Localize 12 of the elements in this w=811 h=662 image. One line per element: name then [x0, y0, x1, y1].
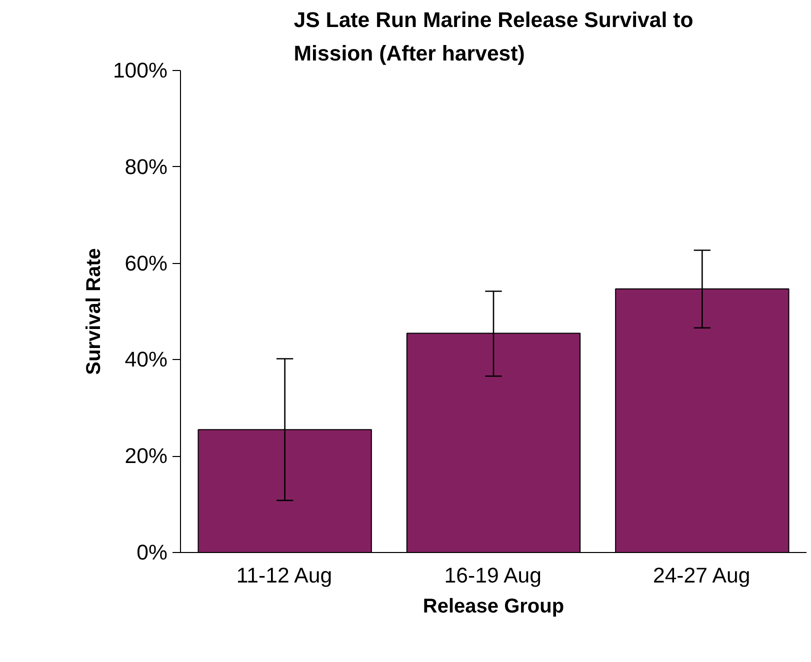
y-tick-label: 100%	[112, 58, 168, 82]
y-tick-label: 0%	[136, 540, 168, 564]
x-tick-label: 24-27 Aug	[652, 564, 750, 588]
y-tick-label: 80%	[124, 154, 168, 179]
y-tick-label: 20%	[124, 444, 168, 468]
x-tick-label: 11-12 Aug	[236, 564, 332, 588]
x-tick-label: 16-19 Aug	[444, 564, 542, 588]
y-axis-title: Survival Rate	[82, 248, 105, 375]
x-axis-title: Release Group	[422, 596, 564, 618]
y-tick-label: 60%	[124, 251, 168, 276]
y-tick-label: 40%	[124, 348, 168, 372]
chart-title: JS Late Run Marine Release Survival to Mission (After harvest)	[294, 8, 694, 66]
